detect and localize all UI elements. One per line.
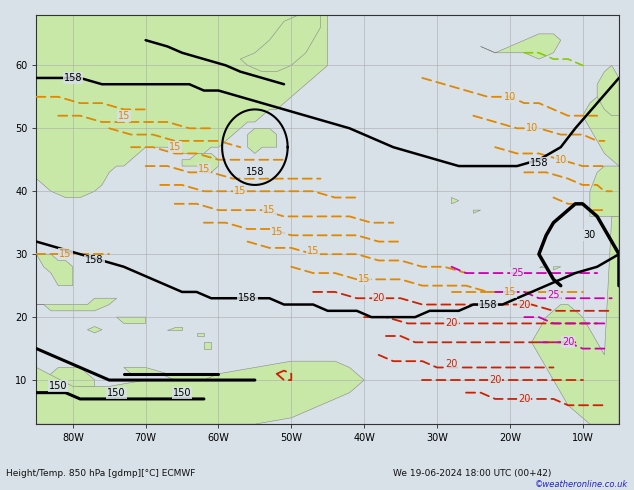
Polygon shape xyxy=(240,15,320,72)
Text: 15: 15 xyxy=(271,227,283,237)
Text: ©weatheronline.co.uk: ©weatheronline.co.uk xyxy=(534,480,628,489)
Polygon shape xyxy=(583,97,619,166)
Text: 15: 15 xyxy=(503,287,516,297)
Text: 15: 15 xyxy=(198,164,210,174)
Text: Height/Temp. 850 hPa [gdmp][°C] ECMWF: Height/Temp. 850 hPa [gdmp][°C] ECMWF xyxy=(6,469,196,478)
Text: 20: 20 xyxy=(445,359,458,369)
Text: 20: 20 xyxy=(445,318,458,328)
Text: 25: 25 xyxy=(547,290,560,300)
Polygon shape xyxy=(36,254,73,286)
Text: 15: 15 xyxy=(169,142,181,152)
Text: We 19-06-2024 18:00 UTC (00+42): We 19-06-2024 18:00 UTC (00+42) xyxy=(393,469,552,478)
Text: 20: 20 xyxy=(373,293,385,303)
Polygon shape xyxy=(117,317,146,323)
Text: 15: 15 xyxy=(60,249,72,259)
Text: 158: 158 xyxy=(238,293,257,303)
Polygon shape xyxy=(474,210,481,213)
Text: 20: 20 xyxy=(489,375,501,385)
Text: 158: 158 xyxy=(479,299,497,310)
Polygon shape xyxy=(36,15,328,197)
Polygon shape xyxy=(124,368,219,380)
Text: 20: 20 xyxy=(562,337,574,347)
Text: 10: 10 xyxy=(503,92,516,102)
Text: 158: 158 xyxy=(245,168,264,177)
Text: 158: 158 xyxy=(529,158,548,168)
Polygon shape xyxy=(248,128,276,153)
Text: 150: 150 xyxy=(49,381,67,392)
Text: 15: 15 xyxy=(117,111,130,121)
Polygon shape xyxy=(204,343,211,348)
Text: 10: 10 xyxy=(526,123,538,133)
Polygon shape xyxy=(539,264,546,267)
Text: 158: 158 xyxy=(86,255,104,266)
Polygon shape xyxy=(182,153,219,172)
Text: 30: 30 xyxy=(584,230,596,240)
Text: 158: 158 xyxy=(63,73,82,83)
Polygon shape xyxy=(532,217,619,424)
Polygon shape xyxy=(36,298,117,311)
Text: 10: 10 xyxy=(555,155,567,165)
Polygon shape xyxy=(36,361,364,424)
Polygon shape xyxy=(597,65,619,116)
Polygon shape xyxy=(167,326,182,330)
Polygon shape xyxy=(36,304,94,392)
Polygon shape xyxy=(451,197,459,204)
Polygon shape xyxy=(87,326,102,333)
Text: 15: 15 xyxy=(358,274,370,284)
Text: 15: 15 xyxy=(307,246,320,256)
Text: 15: 15 xyxy=(263,205,276,215)
Text: 20: 20 xyxy=(518,299,531,310)
Text: 15: 15 xyxy=(234,186,247,196)
Polygon shape xyxy=(481,34,560,59)
Polygon shape xyxy=(553,267,560,270)
Polygon shape xyxy=(590,166,619,217)
Text: 25: 25 xyxy=(511,268,523,278)
Text: 150: 150 xyxy=(107,388,126,398)
Text: 150: 150 xyxy=(173,388,191,398)
Polygon shape xyxy=(197,333,204,336)
Text: 20: 20 xyxy=(518,394,531,404)
